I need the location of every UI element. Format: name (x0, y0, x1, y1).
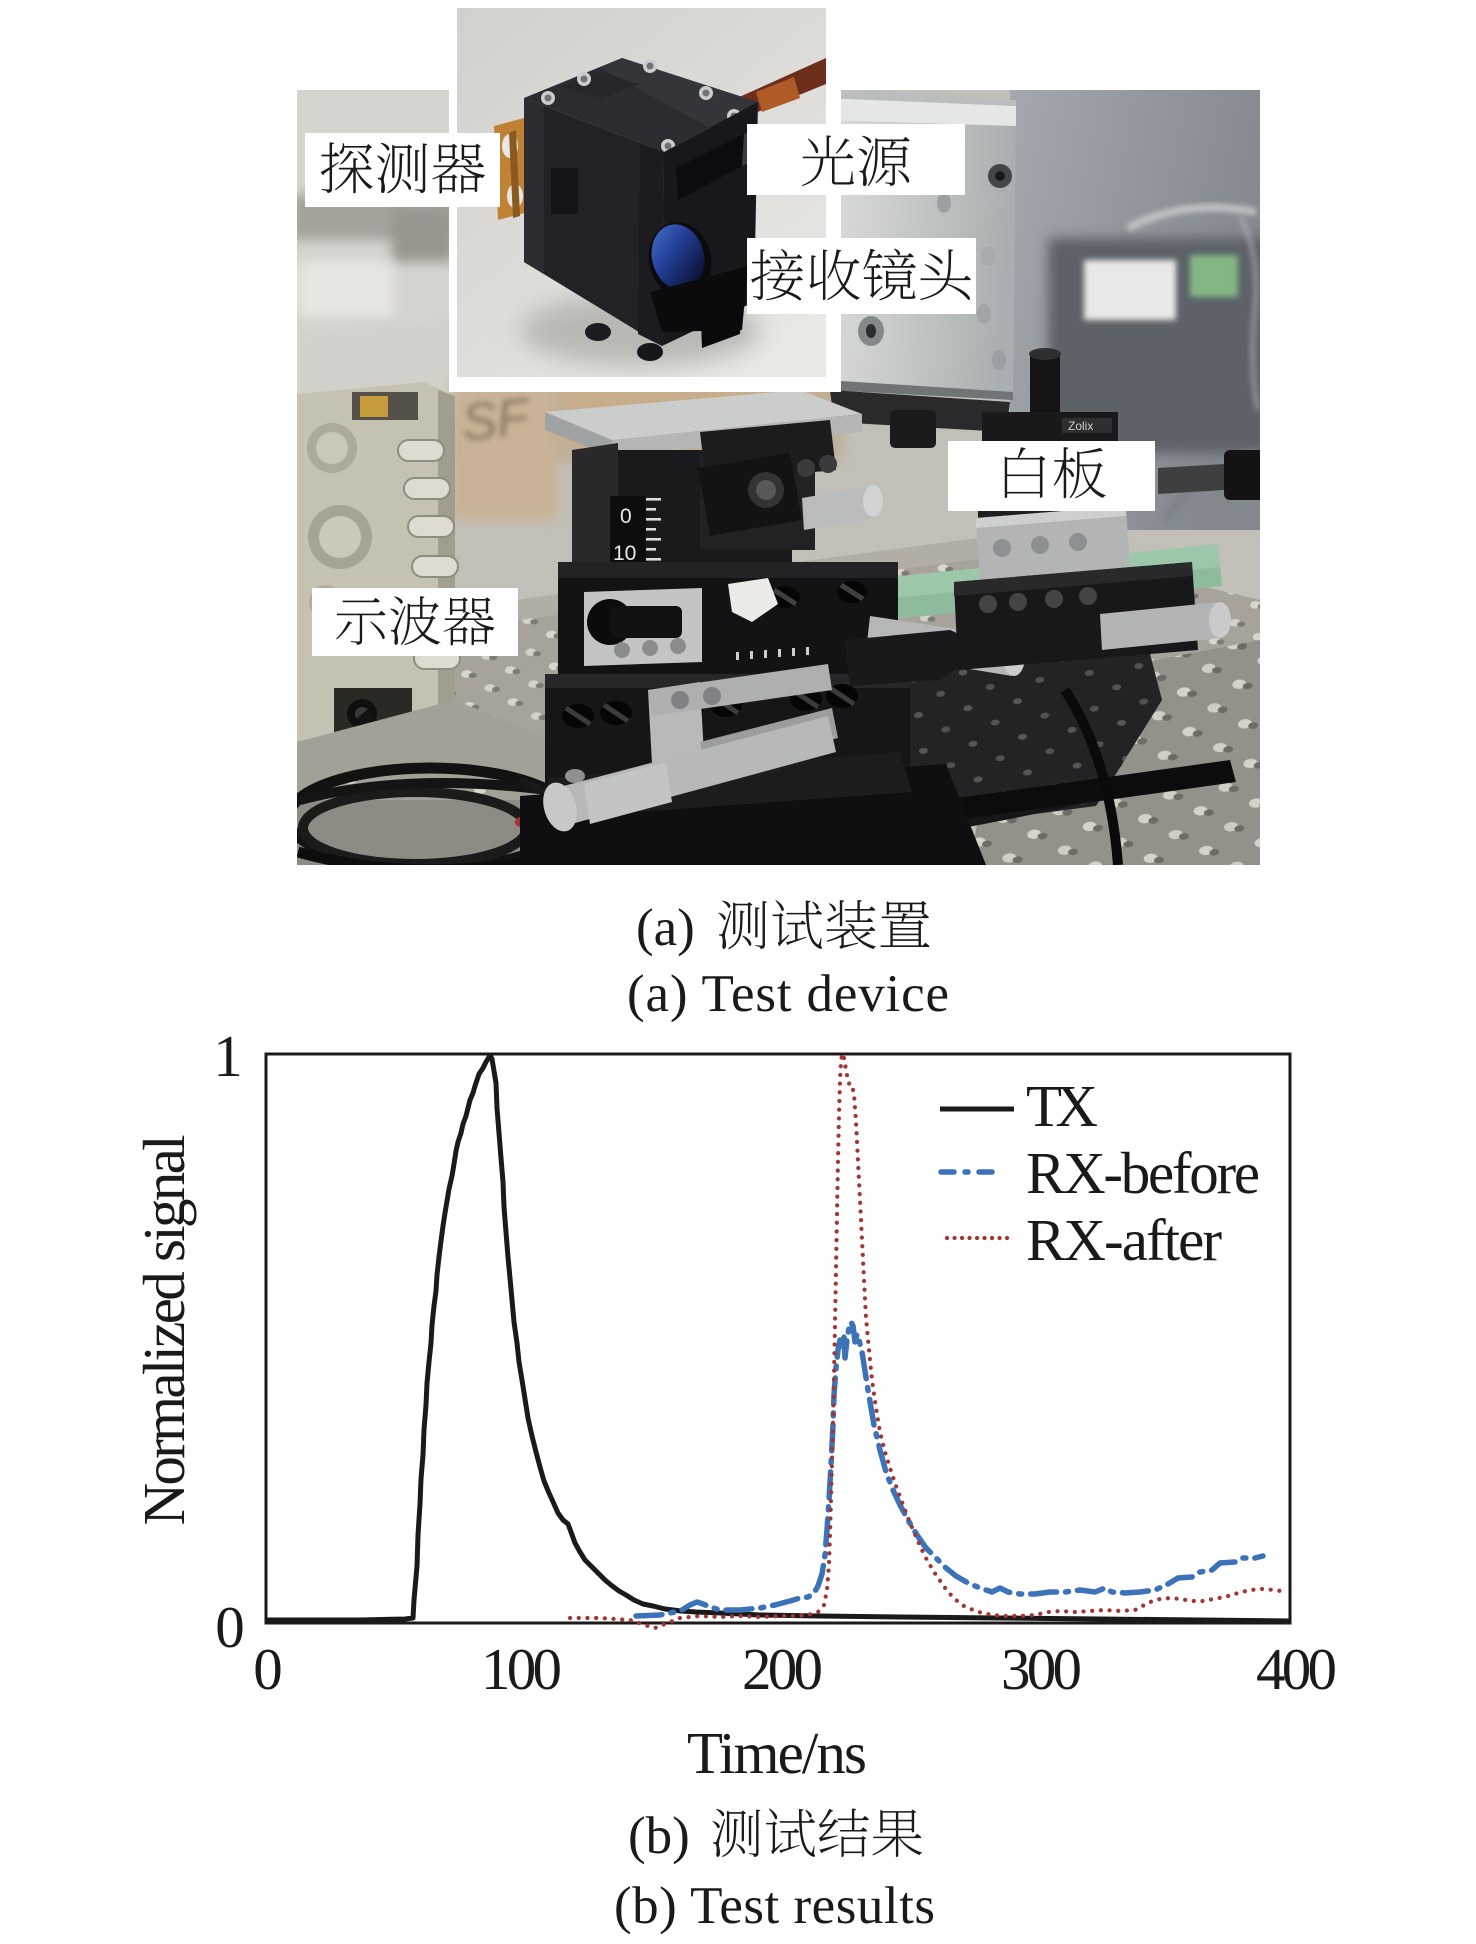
svg-text:SF: SF (459, 388, 534, 453)
svg-text:0: 0 (215, 1594, 245, 1660)
svg-text:TX: TX (1026, 1073, 1098, 1139)
svg-text:(a): (a) (636, 899, 695, 957)
svg-text:200: 200 (742, 1636, 823, 1702)
svg-text:RX-after: RX-after (1026, 1207, 1222, 1273)
svg-text:0: 0 (253, 1636, 283, 1702)
svg-text:300: 300 (1001, 1636, 1082, 1702)
svg-text:Normalized signal: Normalized signal (131, 1135, 197, 1526)
svg-text:(b) Test results: (b) Test results (614, 1877, 935, 1935)
svg-text:0: 0 (620, 505, 632, 528)
svg-text:Zolix: Zolix (1068, 419, 1093, 433)
svg-text:Time/ns: Time/ns (687, 1720, 867, 1786)
svg-text:RX-before: RX-before (1026, 1140, 1260, 1206)
svg-text:10: 10 (613, 542, 636, 565)
svg-text:(a) Test device: (a) Test device (627, 965, 949, 1023)
svg-text:1: 1 (213, 1023, 243, 1089)
svg-text:400: 400 (1256, 1636, 1337, 1702)
svg-text:100: 100 (481, 1636, 562, 1702)
svg-text:(b): (b) (628, 1807, 690, 1865)
